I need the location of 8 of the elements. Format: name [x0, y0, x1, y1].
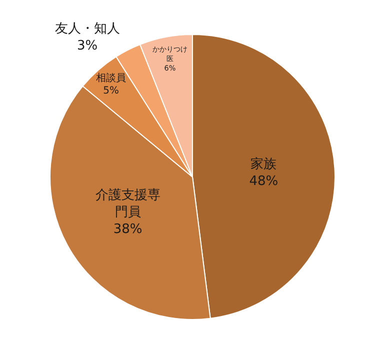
slice-label: 介護支援専門員 [95, 188, 160, 220]
data-label: 48% [249, 174, 278, 189]
slice-label: 友人・知人 [54, 21, 120, 36]
slice-label: 相談員 [96, 72, 126, 84]
data-label: 38% [113, 222, 142, 237]
data-label: 5% [103, 86, 119, 97]
data-label: 3% [77, 38, 98, 54]
slice-label: 家族 [250, 156, 277, 172]
